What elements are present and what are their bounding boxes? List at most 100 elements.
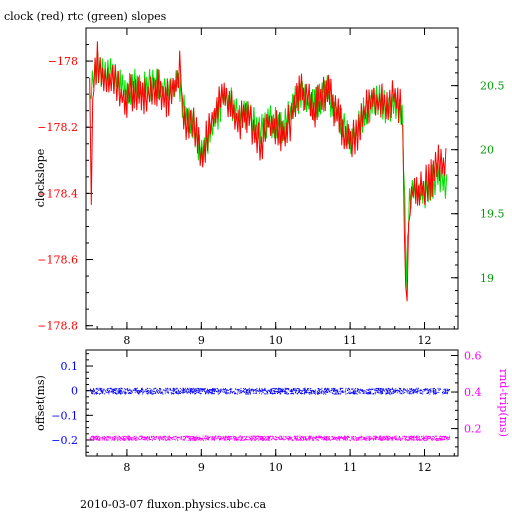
- offset-series-point: [360, 389, 362, 391]
- rndtrip-series-point: [169, 436, 171, 438]
- offset-series-point: [191, 388, 193, 390]
- offset-series-point: [380, 393, 382, 395]
- offset-x-tick-label: 11: [343, 461, 357, 474]
- offset-series-point: [415, 392, 417, 394]
- offset-series-point: [272, 390, 274, 392]
- rndtrip-series-point: [132, 439, 134, 441]
- rndtrip-series-point: [317, 439, 319, 441]
- rndtrip-series-point: [357, 437, 359, 439]
- rndtrip-series-point: [234, 436, 236, 438]
- offset-series-point: [179, 392, 181, 394]
- offset-series-point: [345, 389, 346, 391]
- offset-series-point: [353, 391, 355, 393]
- rndtrip-series-point: [112, 436, 114, 438]
- rndtrip-series-point: [229, 438, 231, 440]
- rndtrip-series-point: [225, 437, 227, 439]
- rndtrip-series-point: [225, 436, 227, 438]
- offset-series-point: [147, 393, 149, 395]
- offset-series-point: [137, 392, 139, 394]
- rndtrip-series-point: [271, 438, 273, 440]
- rndtrip-series-point: [375, 436, 377, 438]
- offset-series-point: [347, 389, 349, 391]
- offset-series-point: [427, 388, 429, 390]
- rndtrip-series-point: [140, 438, 142, 440]
- offset-series-point: [394, 392, 396, 394]
- rndtrip-series-point: [143, 439, 145, 441]
- rndtrip-series-point: [339, 439, 341, 441]
- offset-series-point: [379, 392, 381, 394]
- rndtrip-series-point: [329, 438, 330, 439]
- offset-series-point: [425, 388, 426, 390]
- offset-series-point: [288, 388, 290, 389]
- rndtrip-series-point: [364, 438, 366, 440]
- rndtrip-series-point: [309, 435, 311, 437]
- offset-series-point: [176, 391, 177, 393]
- offset-series-point: [399, 393, 401, 395]
- offset-series-point: [156, 390, 157, 392]
- rndtrip-series-point: [291, 439, 293, 441]
- offset-series-point: [263, 389, 265, 391]
- rndtrip-series-point: [441, 436, 443, 438]
- rndtrip-series-point: [151, 436, 153, 438]
- rndtrip-series-point: [91, 436, 93, 438]
- rndtrip-series-point: [204, 437, 205, 439]
- rndtrip-series-point: [200, 439, 202, 441]
- offset-series-point: [321, 390, 323, 392]
- slope-left-axis: −178−178.2−178.4−178.6−178.8: [37, 44, 93, 333]
- rndtrip-series-point: [216, 438, 218, 440]
- rndtrip-series-point: [164, 436, 165, 438]
- rndtrip-series-point: [126, 438, 128, 440]
- rndtrip-series-point: [260, 438, 262, 440]
- rndtrip-series-point: [303, 439, 305, 441]
- rndtrip-series-point: [325, 439, 327, 441]
- offset-series-point: [198, 388, 200, 390]
- offset-series-point: [174, 390, 176, 392]
- offset-series-point: [174, 388, 176, 390]
- offset-series-point: [414, 389, 416, 391]
- rndtrip-series-point: [119, 439, 121, 441]
- rndtrip-series-point: [242, 439, 244, 441]
- rndtrip-series-point: [224, 436, 226, 438]
- offset-series-point: [128, 392, 130, 393]
- offset-series-point: [164, 392, 166, 394]
- rndtrip-series-point: [435, 435, 436, 437]
- rndtrip-series-point: [103, 436, 105, 437]
- offset-series-point: [327, 388, 329, 390]
- offset-series-point: [284, 389, 286, 391]
- rndtrip-series-point: [124, 439, 125, 441]
- rndtrip-series-point: [410, 438, 412, 440]
- offset-series-point: [129, 388, 131, 390]
- offset-series-point: [111, 389, 113, 390]
- offset-series-point: [445, 391, 447, 393]
- rndtrip-series-point: [301, 439, 302, 441]
- rndtrip-series-point: [242, 436, 244, 438]
- rndtrip-series-point: [322, 439, 324, 441]
- rndtrip-series-point: [93, 435, 95, 437]
- offset-series-point: [106, 389, 108, 391]
- offset-series-point: [116, 388, 118, 389]
- offset-series-point: [411, 388, 413, 390]
- offset-series-point: [396, 392, 398, 394]
- rndtrip-series-point: [128, 437, 130, 439]
- offset-series-point: [415, 390, 417, 392]
- offset-series-point: [157, 392, 159, 394]
- offset-series-point: [219, 391, 221, 393]
- offset-series-point: [200, 392, 202, 394]
- offset-series-point: [448, 389, 450, 391]
- offset-series-point: [214, 389, 216, 390]
- rndtrip-series-point: [349, 439, 351, 441]
- rndtrip-series-point: [380, 439, 382, 441]
- rndtrip-series-point: [395, 437, 397, 439]
- rndtrip-series-point: [189, 437, 191, 439]
- offset-x-tick-label: 8: [123, 461, 130, 474]
- rndtrip-series-point: [433, 438, 435, 440]
- rndtrip-series-point: [444, 435, 446, 437]
- rndtrip-series-point: [213, 436, 215, 438]
- offset-series-point: [328, 390, 330, 392]
- rndtrip-series-point: [389, 436, 391, 437]
- rndtrip-series-point: [141, 436, 143, 438]
- rndtrip-series-point: [93, 438, 95, 440]
- rndtrip-series-point: [319, 436, 321, 438]
- rndtrip-series-point: [424, 438, 426, 440]
- offset-series-point: [252, 392, 254, 394]
